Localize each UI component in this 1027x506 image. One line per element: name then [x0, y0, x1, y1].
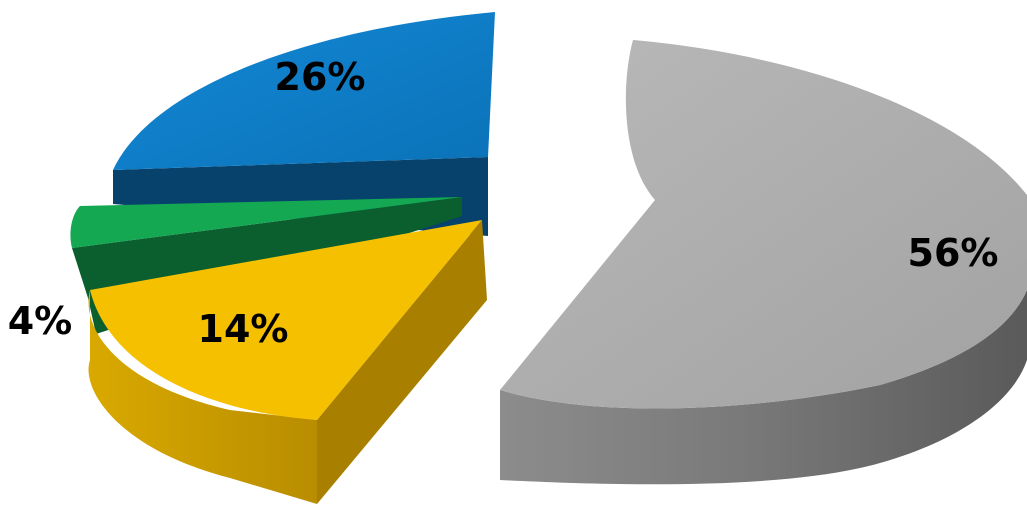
- slice-56-side: [500, 290, 1027, 485]
- slice-4-top: [70, 197, 462, 248]
- slice-14-side: [88, 290, 317, 504]
- label-4: 4%: [8, 299, 73, 343]
- slice-14: [88, 220, 487, 504]
- label-14: 14%: [198, 307, 289, 351]
- slice-26-top: [113, 12, 495, 170]
- label-26: 26%: [275, 55, 366, 99]
- label-56: 56%: [908, 231, 999, 275]
- slice-14-top: [90, 220, 482, 420]
- slice-14-side-right: [317, 220, 487, 504]
- slice-56: [500, 40, 1027, 485]
- slice-56-top: [500, 40, 1027, 409]
